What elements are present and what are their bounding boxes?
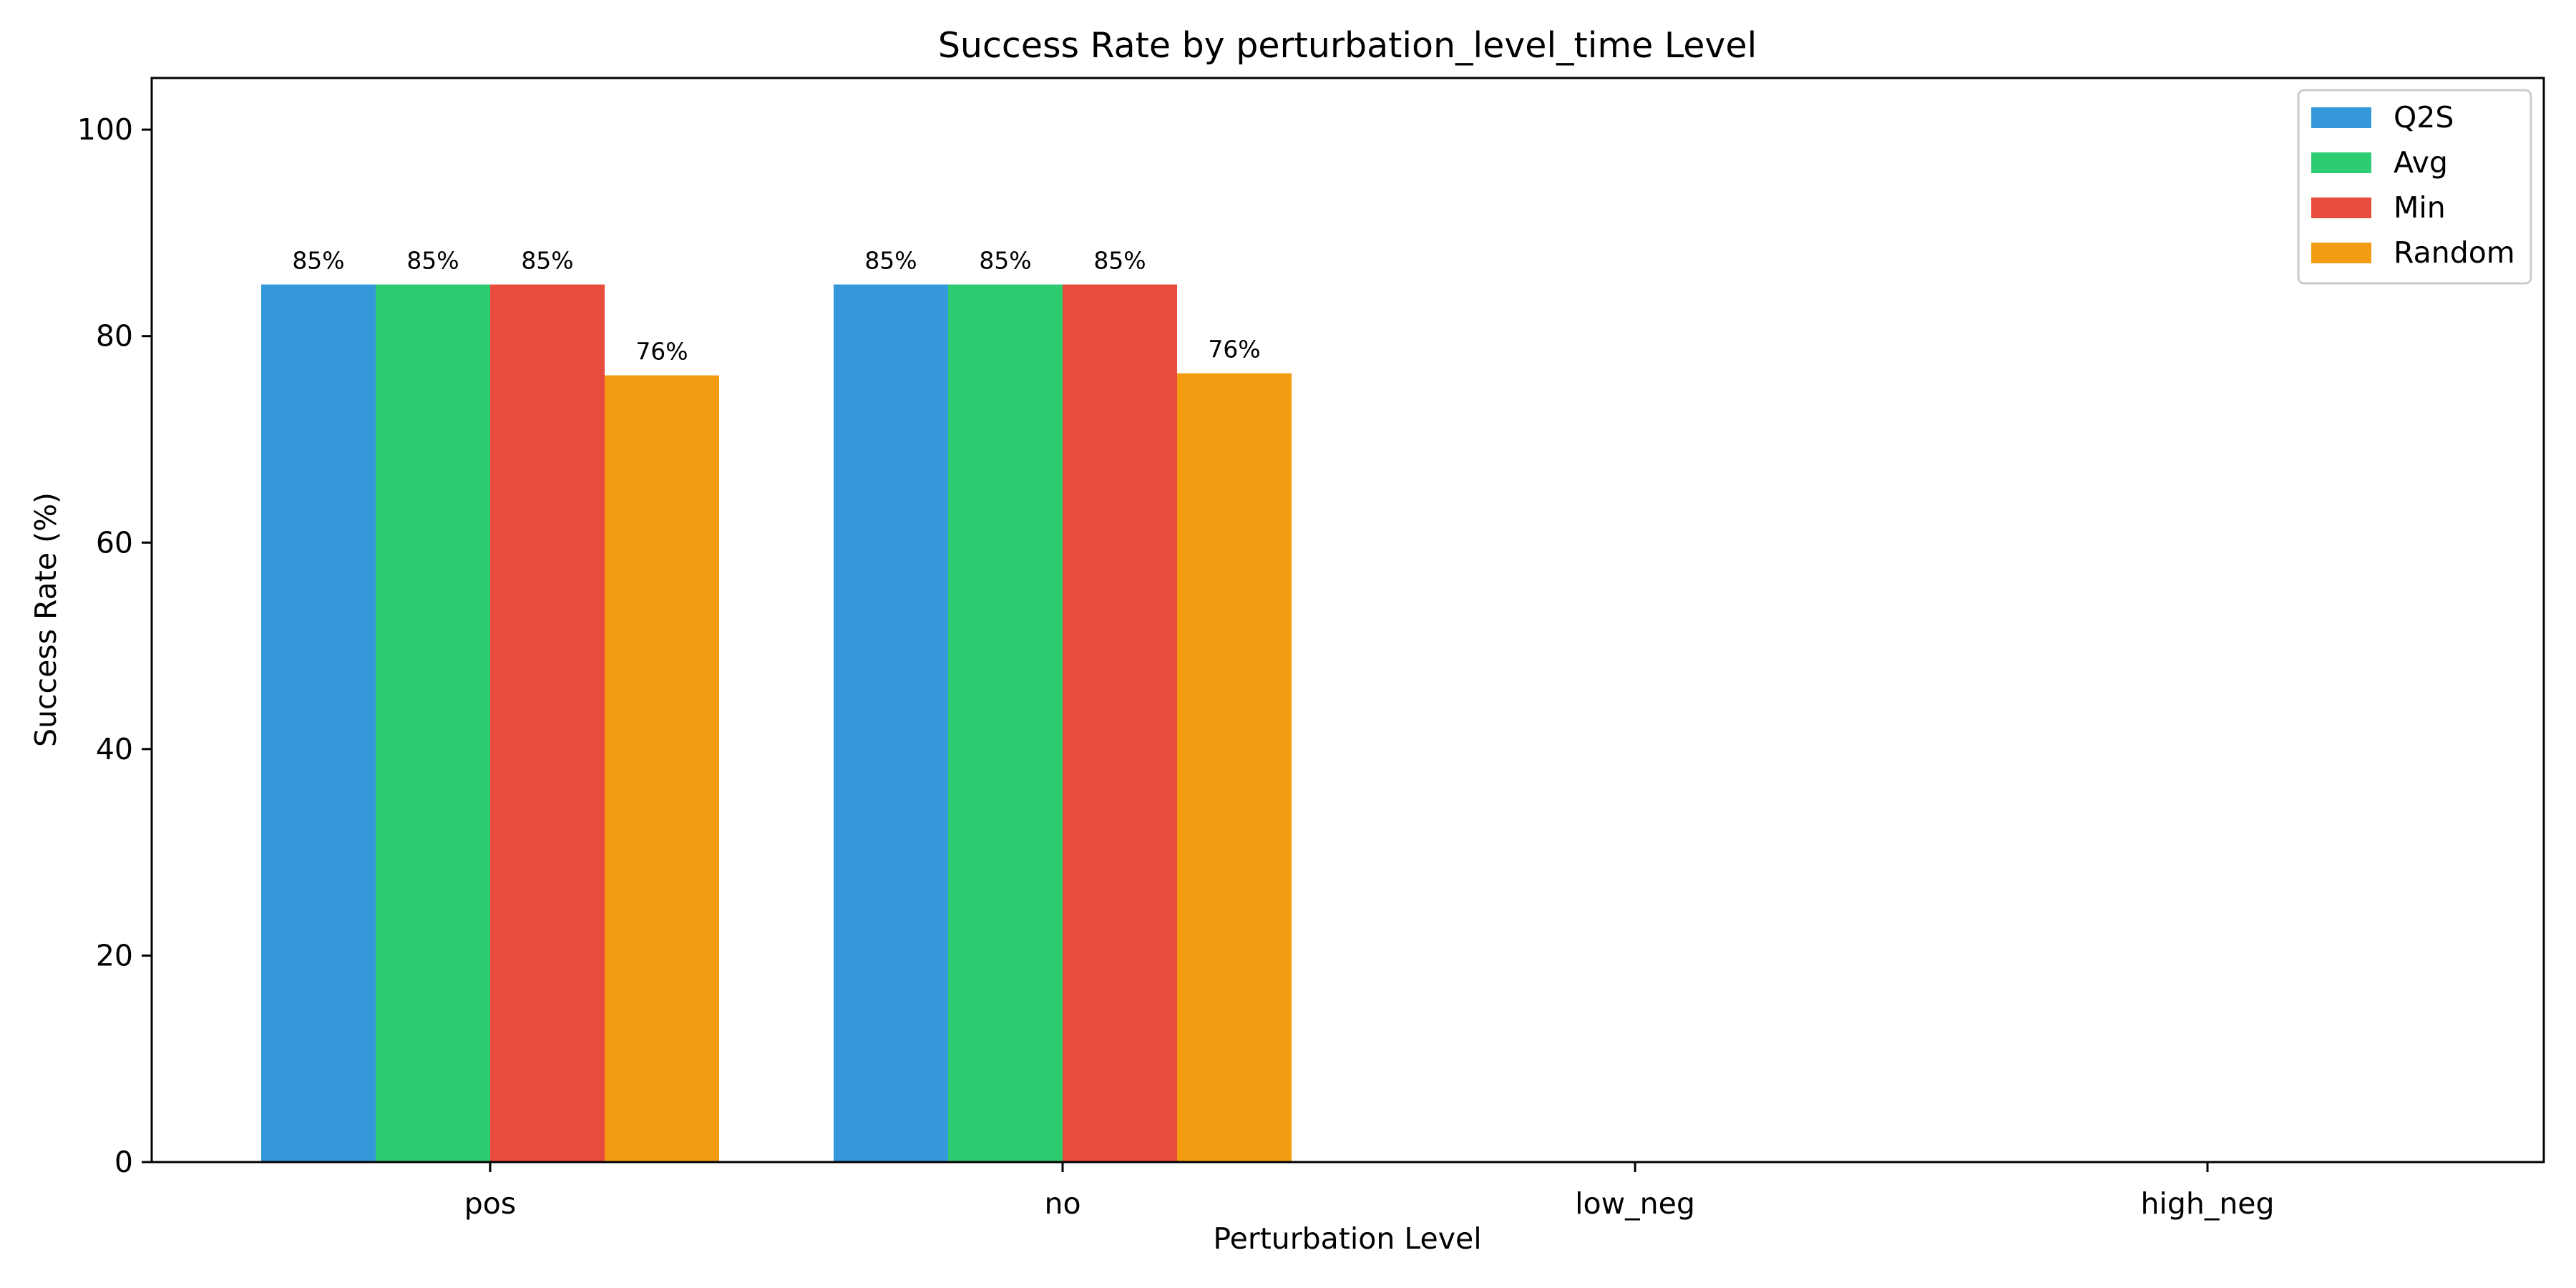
x-axis-title: Perturbation Level xyxy=(1213,1221,1481,1256)
bar-min-pos xyxy=(490,284,605,1163)
y-axis: 0 20 40 60 80 100 xyxy=(77,112,152,1179)
bar-avg-pos xyxy=(376,284,490,1163)
x-tick-label-high_neg: high_neg xyxy=(2140,1186,2274,1221)
y-tick-label: 80 xyxy=(96,319,133,353)
x-tick-label-no: no xyxy=(1044,1186,1080,1221)
bar-avg-no xyxy=(948,284,1063,1163)
data-label-min-no: 85% xyxy=(1093,247,1146,275)
legend-frame xyxy=(2297,89,2532,285)
data-label-avg-pos: 85% xyxy=(406,247,459,275)
y-tick-label: 100 xyxy=(77,112,133,147)
y-tick-label: 20 xyxy=(96,938,133,972)
legend-swatch-random xyxy=(2311,243,2371,263)
bars-layer xyxy=(261,284,1292,1163)
x-tick-label-low_neg: low_neg xyxy=(1575,1186,1695,1221)
data-label-avg-no: 85% xyxy=(979,247,1031,275)
x-tick-label-pos: pos xyxy=(464,1186,516,1221)
data-label-random-no: 76% xyxy=(1208,336,1260,364)
legend-label-q2s: Q2S xyxy=(2394,100,2454,135)
legend-swatch-avg xyxy=(2311,152,2371,173)
y-tick-label: 0 xyxy=(114,1145,133,1179)
bar-q2s-pos xyxy=(261,284,376,1163)
legend-label-min: Min xyxy=(2394,190,2446,225)
legend-swatch-min xyxy=(2311,197,2371,218)
legend-label-random: Random xyxy=(2394,235,2515,270)
y-tick-label: 60 xyxy=(96,525,133,560)
data-label-q2s-no: 85% xyxy=(864,247,917,275)
bar-min-no xyxy=(1063,284,1177,1163)
legend-swatch-q2s xyxy=(2311,107,2371,128)
bar-q2s-no xyxy=(834,284,948,1163)
legend: Q2S Avg Min Random xyxy=(2297,89,2532,285)
data-labels-layer: 85% 85% 85% 85% 85% 85% 76% 76% xyxy=(292,247,1260,366)
bar-random-pos xyxy=(605,375,719,1162)
x-axis: pos no low_neg high_neg xyxy=(464,1162,2275,1221)
data-label-q2s-pos: 85% xyxy=(292,247,344,275)
legend-label-avg: Avg xyxy=(2394,145,2448,180)
bar-random-no xyxy=(1177,373,1292,1162)
plot-frame xyxy=(150,77,2545,1163)
y-tick-label: 40 xyxy=(96,732,133,766)
data-label-min-pos: 85% xyxy=(521,247,573,275)
chart-title: Success Rate by perturbation_level_time … xyxy=(938,25,1757,66)
y-axis-title: Success Rate (%) xyxy=(29,492,63,747)
data-label-random-pos: 76% xyxy=(635,338,688,366)
